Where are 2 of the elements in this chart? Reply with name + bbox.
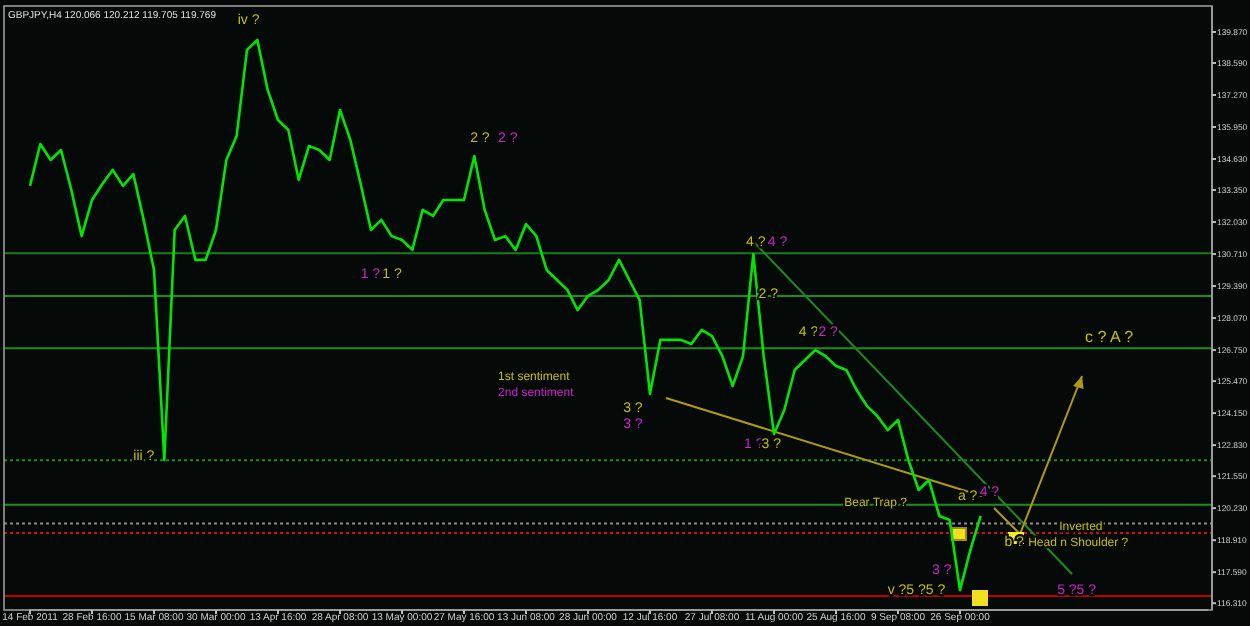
line-series <box>28 38 982 592</box>
annotation: c ? A ? <box>1085 328 1135 346</box>
